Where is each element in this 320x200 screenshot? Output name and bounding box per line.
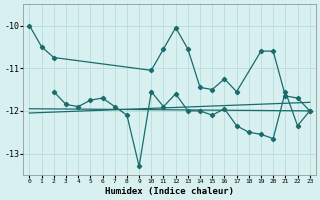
- X-axis label: Humidex (Indice chaleur): Humidex (Indice chaleur): [105, 187, 234, 196]
